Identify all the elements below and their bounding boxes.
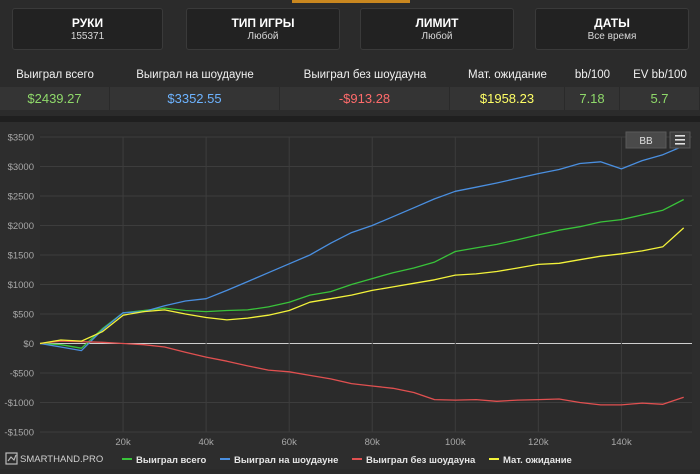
stat-header-ev-bb100: EV bb/100 [633,69,687,81]
filter-dates-button[interactable]: ДАТЫ Все время [535,8,689,50]
legend-label: Мат. ожидание [503,455,572,466]
legend-item-2[interactable]: Выиграл без шоудауна [352,455,476,466]
stat-header-showdown: Выиграл на шоудауне [136,69,254,81]
chart-series [39,145,685,406]
x-tick-label: 40k [198,437,214,448]
filter-dates-title: ДАТЫ [594,16,630,30]
x-tick-label: 140k [611,437,632,448]
series-line-2 [39,340,684,406]
filter-game-type-title: ТИП ИГРЫ [231,16,295,30]
active-tab-indicator [292,0,410,3]
filter-limit-value: Любой [421,31,453,42]
menu-icon[interactable] [669,131,691,149]
stat-value-non-showdown: -$913.28 [280,87,450,110]
series-line-1 [39,145,684,352]
legend-item-3[interactable]: Мат. ожидание [489,455,572,466]
x-tick-label: 120k [528,437,549,448]
plot-area [40,134,692,432]
x-tick-label: 60k [282,437,298,448]
y-tick-label: $1500 [8,251,34,262]
filter-hands-value: 155371 [70,31,105,42]
bb-toggle-label: BB [639,136,653,147]
stat-header-total: Выиграл всего [16,69,94,81]
y-tick-label: -$1500 [4,428,34,439]
brand-logo-text: SMARTHAND.PRO [20,454,103,465]
x-tick-label: 100k [445,437,466,448]
legend-item-1[interactable]: Выиграл на шоудауне [220,455,338,466]
y-tick-label: -$1000 [4,398,34,409]
x-axis-ticks: 20k 40k 60k 80k 100k 120k 140k [115,437,632,448]
filter-hands-button[interactable]: РУКИ 155371 [12,8,163,50]
winnings-chart: $3500 $3000 $2500 $2000 $1500 $1000 $500 $0 -$50… [4,131,692,466]
x-tick-label: 20k [115,437,131,448]
stat-value-total: $2439.27 [0,87,110,110]
filter-dates-value: Все время [587,31,637,42]
chart-legend: Выиграл всего Выиграл на шоудауне Выиграл … [122,455,572,466]
filter-limit-title: ЛИМИТ [415,16,459,30]
filter-bar: РУКИ 155371 ТИП ИГРЫ Любой ЛИМИТ Любой Д… [0,0,700,58]
y-tick-label: $500 [13,310,34,321]
legend-label: Выиграл без шоудауна [366,455,476,466]
x-tick-label: 80k [365,437,381,448]
y-tick-label: $0 [23,339,34,350]
stat-value-ev: $1958.23 [450,87,565,110]
stat-value-ev-bb100: 5.7 [620,87,700,110]
y-tick-label: $2000 [8,221,34,232]
stat-value-showdown: $3352.55 [110,87,280,110]
filter-game-type-value: Любой [247,31,279,42]
brand-logo: SMARTHAND.PRO [5,452,103,465]
stat-header-bb100: bb/100 [574,69,611,81]
stat-header-non-showdown: Выиграл без шоудауна [303,69,427,81]
stat-value-bb100: 7.18 [565,87,620,110]
y-tick-label: $3000 [8,162,34,173]
y-tick-label: $1000 [8,280,34,291]
series-line-3 [39,227,685,345]
legend-label: Выиграл на шоудауне [234,455,338,466]
y-tick-label: $2500 [8,192,34,203]
stats-table: Выиграл всего Выиграл на шоудауне Выигра… [0,60,700,110]
filter-game-type-button[interactable]: ТИП ИГРЫ Любой [186,8,340,50]
bb-toggle-button[interactable]: BB [625,131,667,149]
y-tick-label: -$500 [10,369,34,380]
legend-label: Выиграл всего [136,455,207,466]
legend-item-0[interactable]: Выиграл всего [122,455,207,466]
y-axis-ticks: $3500 $3000 $2500 $2000 $1500 $1000 $500 $0 -$50… [4,133,34,439]
filter-limit-button[interactable]: ЛИМИТ Любой [360,8,514,50]
y-tick-label: $3500 [8,133,34,144]
stat-header-ev: Мат. ожидание [468,69,547,81]
filter-hands-title: РУКИ [71,16,104,30]
section-divider [0,116,700,122]
chart-panel: $3500 $3000 $2500 $2000 $1500 $1000 $500 $0 -$50… [0,122,700,469]
